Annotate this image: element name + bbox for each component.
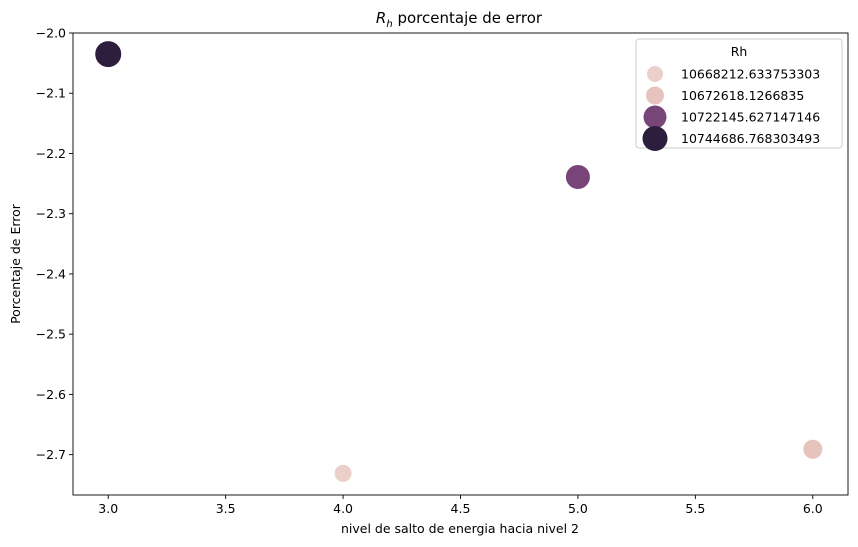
y-tick-label: −2.0 — [36, 26, 66, 41]
y-tick-label: −2.6 — [36, 387, 66, 402]
chart-title-sub: h — [386, 19, 392, 30]
x-tick-label: 3.0 — [98, 501, 118, 516]
y-tick-label: −2.3 — [36, 206, 66, 221]
x-tick-label: 4.5 — [451, 501, 471, 516]
x-tick-label: 5.0 — [568, 501, 588, 516]
legend-marker-0 — [647, 66, 663, 82]
legend-marker-3 — [642, 126, 668, 151]
x-tick-label: 3.5 — [216, 501, 236, 516]
data-point-1 — [333, 463, 353, 483]
x-axis-ticks: 3.0 3.5 4.0 4.5 5.0 5.5 6.0 — [98, 495, 823, 516]
chart-title: Rh porcentaje de error — [376, 9, 543, 30]
legend-label-0: 10668212.633753303 — [681, 67, 820, 82]
x-tick-label: 6.0 — [803, 501, 823, 516]
legend-label-2: 10722145.627147146 — [681, 110, 820, 125]
legend-entries: 10668212.633753303 10672618.1266835 107221… — [642, 66, 820, 151]
y-axis-label: Porcentaje de Error — [8, 203, 23, 324]
legend-label-1: 10672618.1266835 — [681, 88, 804, 103]
legend-frame — [635, 38, 843, 149]
legend-label-3: 10744686.768303493 — [681, 131, 820, 146]
points-layer — [94, 40, 824, 483]
y-axis-ticks: −2.0 −2.1 −2.2 −2.3 −2.4 −2.5 −2.6 −2.7 — [36, 26, 73, 462]
y-tick-label: −2.1 — [36, 86, 66, 101]
legend: Rh 10668212.633753303 10672618.1266835 107… — [635, 38, 843, 151]
legend-marker-2 — [643, 105, 667, 129]
y-tick-label: −2.4 — [36, 266, 66, 281]
data-point-2 — [564, 163, 591, 190]
y-tick-label: −2.2 — [36, 146, 66, 161]
chart-title-main: R — [376, 9, 386, 27]
x-axis-label: nivel de salto de energia hacia nivel 2 — [341, 521, 579, 536]
chart-title-rest: porcentaje de error — [393, 9, 543, 27]
data-point-0 — [94, 40, 123, 69]
x-tick-label: 5.5 — [685, 501, 705, 516]
y-tick-label: −2.7 — [36, 447, 66, 462]
x-tick-label: 4.0 — [333, 501, 353, 516]
legend-marker-1 — [646, 86, 664, 105]
legend-title: Rh — [731, 44, 748, 59]
data-point-3 — [802, 438, 824, 460]
y-tick-label: −2.5 — [36, 327, 66, 342]
